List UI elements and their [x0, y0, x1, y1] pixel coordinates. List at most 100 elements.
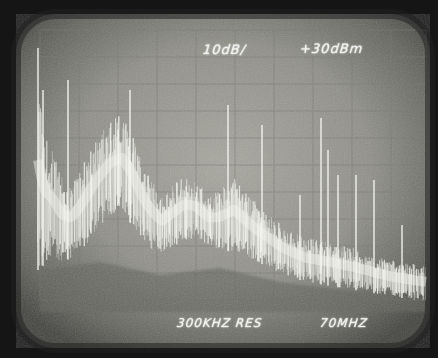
reference-level-label: +30dBm — [299, 42, 365, 57]
trace-stroke — [384, 262, 387, 291]
trace-stroke — [171, 199, 173, 246]
trace-stroke — [262, 211, 265, 255]
trace-stroke — [72, 205, 74, 247]
trace-stroke — [345, 259, 348, 284]
trace-stroke — [111, 152, 113, 214]
trace-stroke — [369, 260, 372, 284]
trace-stroke — [237, 189, 239, 243]
trace-stroke — [338, 249, 340, 288]
trace-stroke — [191, 193, 193, 230]
trace-stroke — [131, 153, 133, 204]
trace-stroke — [272, 232, 275, 262]
trace-stroke — [410, 268, 413, 299]
trace-stroke — [314, 253, 316, 277]
trace-stroke — [216, 203, 218, 240]
trace-stroke — [257, 211, 259, 249]
trace-stroke — [137, 156, 139, 222]
trace-stroke — [173, 198, 176, 244]
trace-stroke — [92, 154, 94, 221]
trace-stroke — [243, 202, 245, 249]
trace-stroke — [288, 242, 290, 276]
trace-stroke — [142, 181, 144, 236]
resolution-bandwidth-label: 300KHZ RES — [176, 316, 264, 330]
trace-stroke — [405, 273, 408, 294]
trace-stroke — [258, 212, 261, 263]
trace-stroke — [138, 157, 141, 217]
trace-stroke — [181, 189, 184, 240]
trace-stroke — [177, 195, 180, 239]
trace-stroke — [109, 122, 112, 212]
trace-stroke — [156, 203, 159, 247]
trace-stroke — [292, 238, 294, 268]
reference-scale-label: 10dB/ — [202, 43, 247, 58]
trace-stroke — [120, 141, 123, 187]
trace-stroke — [217, 202, 220, 247]
trace-stroke — [413, 264, 416, 296]
trace-stroke — [249, 215, 252, 248]
trace-stroke — [416, 276, 419, 299]
trace-stroke — [126, 131, 128, 207]
trace-stroke — [164, 209, 166, 245]
trace-stroke — [345, 250, 347, 285]
trace-stroke — [283, 235, 286, 264]
trace-stroke — [110, 141, 112, 215]
trace-stroke — [180, 197, 183, 229]
trace-stroke — [158, 202, 161, 249]
trace-stroke — [168, 197, 171, 234]
trace-stroke — [408, 274, 410, 298]
trace-stroke — [229, 200, 231, 237]
trace-stroke — [211, 209, 214, 242]
trace-stroke — [274, 228, 276, 264]
trace-stroke — [169, 200, 172, 248]
trace-stroke — [236, 188, 239, 251]
trace-stroke — [77, 179, 80, 242]
trace-strokes — [33, 48, 427, 301]
trace-stroke — [253, 201, 256, 247]
trace-stroke — [199, 188, 201, 240]
trace-stroke — [161, 207, 164, 239]
trace-stroke — [99, 148, 101, 206]
trace-stroke — [180, 179, 182, 236]
trace-stroke — [379, 260, 381, 294]
trace-stroke — [43, 147, 46, 253]
trace-stroke — [361, 258, 363, 288]
trace-stroke — [257, 210, 260, 262]
trace-stroke — [130, 162, 133, 219]
trace-stroke — [81, 179, 84, 239]
trace-stroke — [231, 184, 233, 251]
trace-stroke — [90, 174, 93, 234]
trace-stroke — [363, 264, 365, 286]
trace-stroke — [376, 264, 379, 294]
trace-stroke — [221, 202, 224, 249]
trace-stroke — [357, 262, 360, 286]
trace-stroke — [204, 206, 207, 233]
trace-glow — [33, 152, 427, 287]
trace-stroke — [171, 191, 174, 237]
trace-stroke — [402, 264, 404, 294]
trace-stroke — [423, 274, 425, 299]
trace-stroke — [96, 142, 98, 222]
trace-stroke — [217, 192, 220, 249]
frequency-span-label: 70MHZ — [319, 316, 369, 330]
trace-stroke — [175, 204, 177, 239]
trace-stroke — [294, 246, 297, 275]
trace-stroke — [238, 185, 241, 252]
trace-stroke — [280, 239, 282, 271]
trace-stroke — [367, 261, 369, 290]
trace-stroke — [247, 197, 249, 250]
trace-stroke — [206, 208, 209, 236]
trace-stroke — [420, 268, 423, 295]
trace-stroke — [296, 241, 299, 278]
trace-stroke — [88, 165, 91, 230]
trace-stroke — [304, 244, 306, 277]
trace-stroke — [393, 262, 396, 296]
trace-stroke — [192, 196, 194, 235]
trace-stroke — [65, 205, 68, 250]
trace-stroke — [136, 154, 138, 231]
trace-stroke — [134, 147, 137, 217]
trace-stroke — [244, 193, 247, 244]
trace-stroke — [38, 111, 40, 266]
trace-stroke — [147, 175, 150, 233]
